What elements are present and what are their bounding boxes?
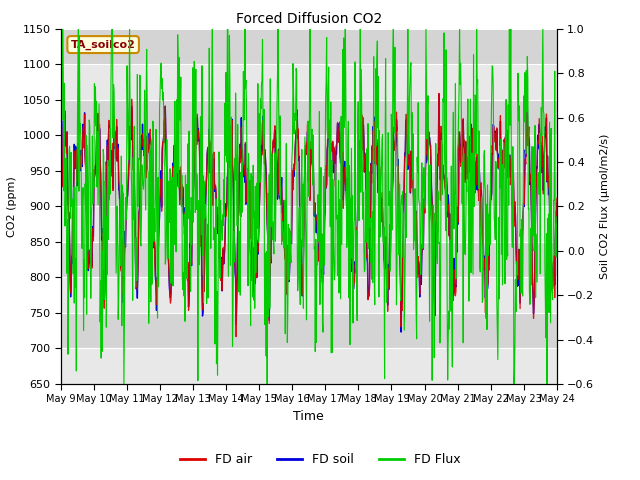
X-axis label: Time: Time bbox=[293, 410, 324, 423]
Bar bbox=[61, 64, 557, 100]
Y-axis label: Soil CO2 Flux (μmol/m2/s): Soil CO2 Flux (μmol/m2/s) bbox=[600, 134, 610, 279]
Bar bbox=[61, 135, 557, 171]
Y-axis label: CO2 (ppm): CO2 (ppm) bbox=[7, 176, 17, 237]
Legend: FD air, FD soil, FD Flux: FD air, FD soil, FD Flux bbox=[175, 448, 465, 471]
Bar bbox=[61, 348, 557, 384]
Bar bbox=[61, 277, 557, 313]
Title: Forced Diffusion CO2: Forced Diffusion CO2 bbox=[236, 12, 382, 26]
Text: TA_soilco2: TA_soilco2 bbox=[70, 39, 136, 50]
Bar bbox=[61, 206, 557, 242]
